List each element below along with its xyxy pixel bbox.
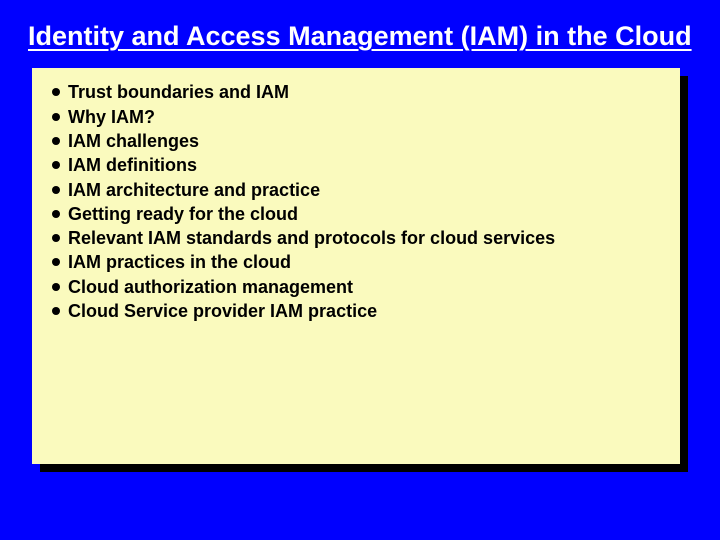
list-item: IAM practices in the cloud xyxy=(50,250,662,274)
bullet-list: Trust boundaries and IAM Why IAM? IAM ch… xyxy=(50,80,662,323)
slide-title: Identity and Access Management (IAM) in … xyxy=(28,20,692,52)
list-item: Getting ready for the cloud xyxy=(50,202,662,226)
list-item: Cloud authorization management xyxy=(50,275,662,299)
content-panel-wrap: Trust boundaries and IAM Why IAM? IAM ch… xyxy=(32,68,682,464)
slide: Identity and Access Management (IAM) in … xyxy=(0,0,720,540)
content-panel: Trust boundaries and IAM Why IAM? IAM ch… xyxy=(32,68,680,464)
list-item: Relevant IAM standards and protocols for… xyxy=(50,226,662,250)
list-item: Trust boundaries and IAM xyxy=(50,80,662,104)
list-item: Why IAM? xyxy=(50,105,662,129)
list-item: IAM definitions xyxy=(50,153,662,177)
list-item: IAM architecture and practice xyxy=(50,178,662,202)
list-item: Cloud Service provider IAM practice xyxy=(50,299,662,323)
list-item: IAM challenges xyxy=(50,129,662,153)
